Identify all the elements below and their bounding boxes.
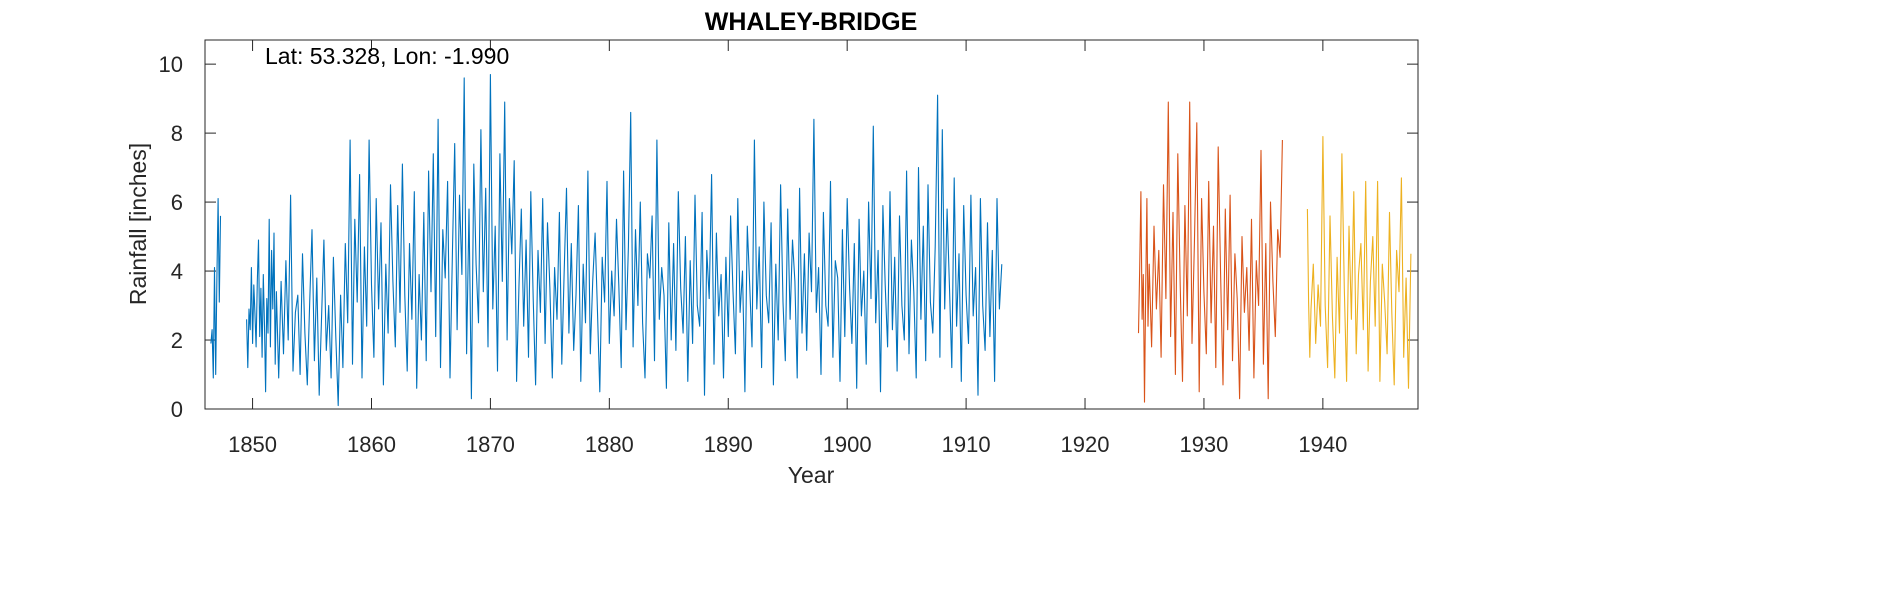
y-tick-label: 4 (171, 259, 183, 284)
series-3 (1306, 136, 1412, 389)
x-tick-label: 1930 (1179, 432, 1228, 457)
series-line (246, 73, 1003, 407)
location-annotation: Lat: 53.328, Lon: -1.990 (265, 43, 509, 69)
y-tick-label: 6 (171, 190, 183, 215)
x-tick-label: 1870 (466, 432, 515, 457)
series-2 (1137, 101, 1283, 403)
plot-area-frame (204, 39, 1419, 410)
x-axis: 1850 1860 1870 1880 1890 1900 1910 1920 1930 1940 (228, 40, 1347, 457)
y-axis: 0 2 4 6 8 10 (159, 52, 1418, 422)
x-tick-label: 1890 (704, 432, 753, 457)
y-tick-label: 2 (171, 328, 183, 353)
series-line (1137, 101, 1283, 403)
x-axis-label: Year (788, 462, 835, 488)
series-lines (210, 73, 1412, 407)
series-line (1306, 136, 1412, 389)
y-tick-label: 8 (171, 121, 183, 146)
x-tick-label: 1940 (1298, 432, 1347, 457)
x-tick-label: 1910 (942, 432, 991, 457)
x-tick-label: 1860 (347, 432, 396, 457)
chart-title: WHALEY-BRIDGE (705, 8, 918, 36)
x-tick-label: 1920 (1061, 432, 1110, 457)
x-tick-label: 1880 (585, 432, 634, 457)
y-axis-label: Rainfall [inches] (125, 143, 151, 305)
y-tick-label: 10 (159, 52, 183, 77)
series-line (210, 198, 222, 379)
x-tick-label: 1850 (228, 432, 277, 457)
x-tick-label: 1900 (823, 432, 872, 457)
y-tick-label: 0 (171, 397, 183, 422)
series-1 (210, 73, 1003, 407)
